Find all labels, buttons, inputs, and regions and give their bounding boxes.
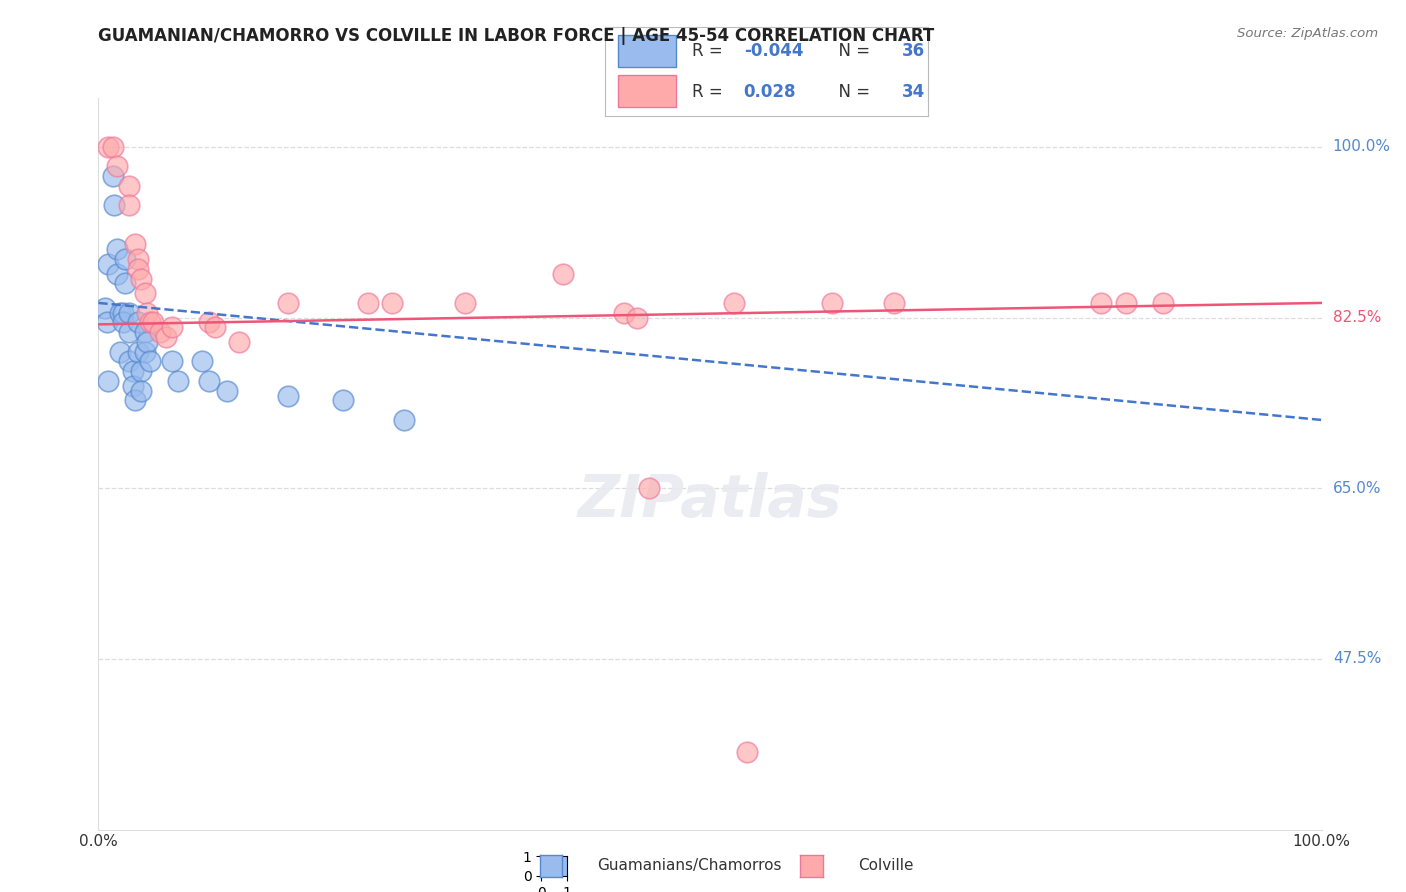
Point (124, 393, 146, 408)
Point (142, 315, 165, 329)
Point (197, 374, 219, 388)
Point (149, 325, 172, 339)
Text: N =: N = (828, 42, 875, 60)
Text: 36: 36 (903, 42, 925, 60)
Text: ZIPatlas: ZIPatlas (578, 472, 842, 529)
Point (167, 374, 190, 388)
Point (103, 198, 125, 212)
Point (454, 296, 477, 310)
Point (110, 306, 132, 320)
Point (204, 320, 226, 334)
Point (111, 315, 134, 329)
Text: 0.028: 0.028 (744, 83, 796, 101)
Point (127, 252, 149, 266)
Point (97, 257, 120, 271)
Point (155, 330, 177, 344)
Point (118, 306, 141, 320)
Point (637, 481, 661, 495)
Text: 82.5%: 82.5% (1333, 310, 1381, 325)
Text: R =: R = (692, 42, 728, 60)
Point (129, 364, 152, 378)
Point (553, 267, 575, 281)
Point (118, 178, 141, 193)
Bar (617, 75, 676, 107)
Text: 47.5%: 47.5% (1333, 651, 1381, 666)
Point (1115, 296, 1137, 310)
Bar (617, 35, 676, 67)
Point (821, 296, 844, 310)
Point (215, 384, 238, 398)
Point (105, 160, 128, 174)
Point (97, 140, 120, 154)
Point (1152, 296, 1174, 310)
Point (101, 140, 124, 154)
Point (118, 325, 141, 339)
Point (277, 388, 299, 402)
Point (723, 296, 745, 310)
Text: 100.0%: 100.0% (1333, 139, 1391, 154)
Point (277, 296, 299, 310)
Point (118, 198, 141, 212)
Point (121, 364, 143, 378)
Point (129, 384, 152, 398)
Text: R =: R = (692, 83, 733, 101)
Point (121, 379, 143, 393)
Point (124, 237, 146, 252)
Point (93, 301, 115, 315)
Point (735, 745, 758, 759)
Point (613, 306, 636, 320)
Point (1090, 296, 1112, 310)
Point (105, 242, 128, 256)
Text: 65.0%: 65.0% (1333, 481, 1381, 496)
Text: N =: N = (828, 83, 875, 101)
Point (118, 354, 141, 368)
Text: 34: 34 (903, 83, 925, 101)
Point (381, 296, 404, 310)
Point (97, 374, 120, 388)
Point (139, 315, 162, 329)
Point (356, 296, 378, 310)
Point (114, 277, 136, 291)
Point (160, 320, 183, 334)
Point (134, 325, 156, 339)
Point (136, 334, 159, 349)
Point (883, 296, 905, 310)
Text: -0.044: -0.044 (744, 42, 803, 60)
Point (136, 306, 159, 320)
Point (105, 267, 128, 281)
Point (101, 169, 124, 183)
Text: Guamanians/Chamorros: Guamanians/Chamorros (598, 858, 782, 872)
Point (127, 261, 149, 276)
Point (114, 252, 136, 266)
Point (160, 354, 183, 368)
Text: Colville: Colville (858, 858, 912, 872)
Point (392, 413, 416, 427)
Point (127, 315, 149, 329)
Point (111, 306, 134, 320)
Point (191, 354, 214, 368)
Point (129, 271, 152, 285)
Point (96, 315, 118, 329)
Point (626, 310, 648, 325)
Point (134, 344, 156, 359)
Text: Source: ZipAtlas.com: Source: ZipAtlas.com (1237, 27, 1378, 40)
Point (127, 344, 149, 359)
Point (110, 344, 132, 359)
Point (134, 286, 156, 301)
Point (197, 315, 219, 329)
Text: GUAMANIAN/CHAMORRO VS COLVILLE IN LABOR FORCE | AGE 45-54 CORRELATION CHART: GUAMANIAN/CHAMORRO VS COLVILLE IN LABOR … (98, 27, 935, 45)
Point (228, 334, 250, 349)
Point (332, 393, 354, 408)
Point (139, 354, 162, 368)
